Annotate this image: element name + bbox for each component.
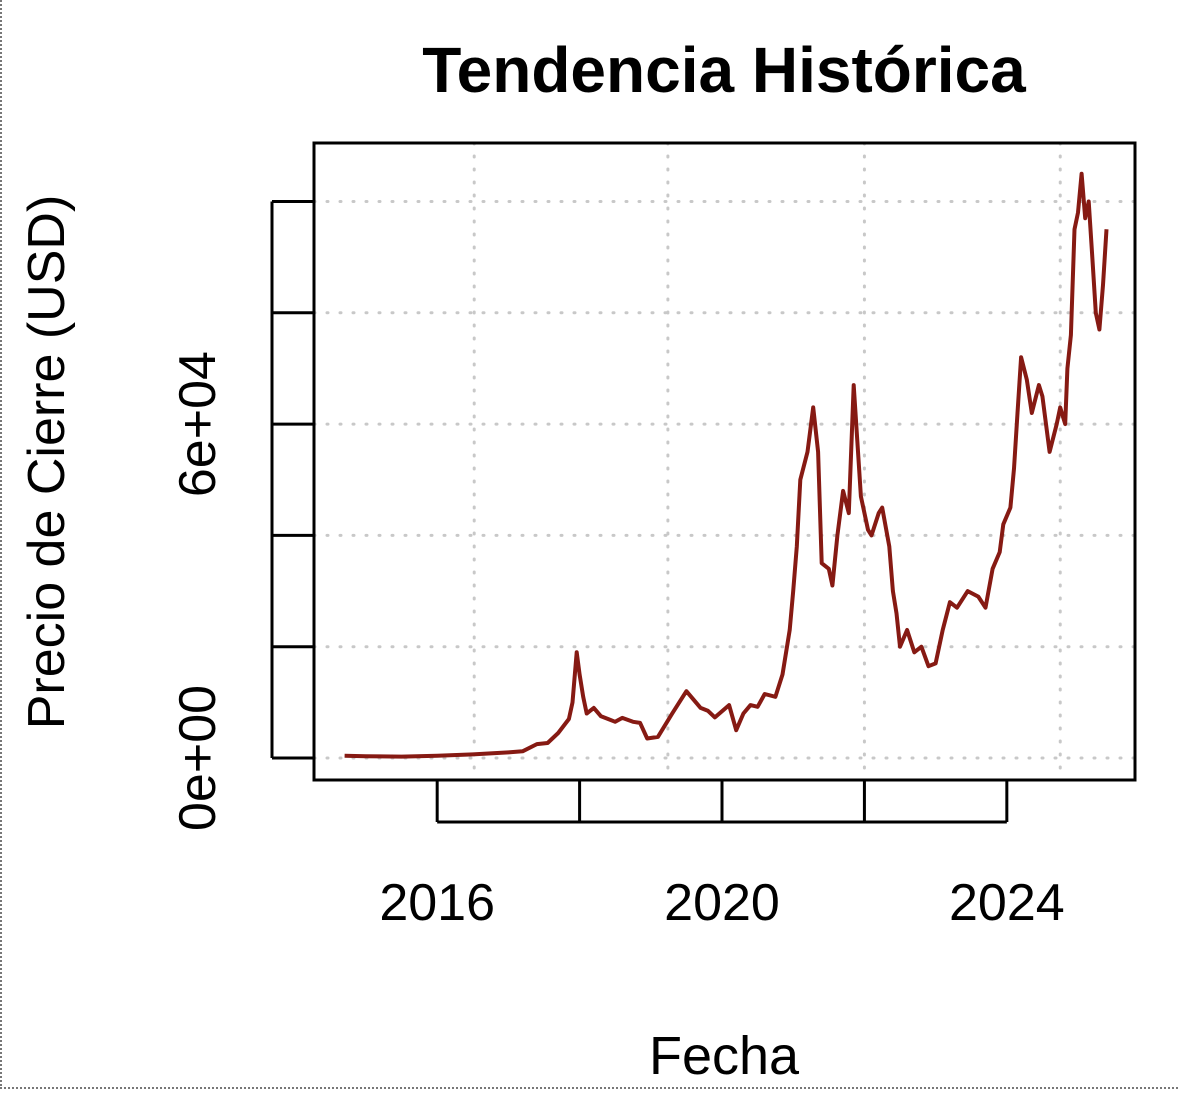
x-tick-label: 2024	[949, 874, 1065, 932]
chart-title: Tendencia Histórica	[422, 34, 1026, 106]
price-line	[344, 171, 1109, 759]
y-axis-label: Precio de Cierre (USD)	[18, 195, 76, 730]
x-axis-label: Fecha	[649, 1026, 800, 1086]
y-tick-label: 6e+04	[169, 351, 227, 497]
y-tick-label: 0e+00	[169, 685, 227, 831]
x-tick-label: 2020	[664, 874, 780, 932]
x-tick-label: 2016	[379, 874, 495, 932]
plot-frame	[312, 141, 1137, 782]
